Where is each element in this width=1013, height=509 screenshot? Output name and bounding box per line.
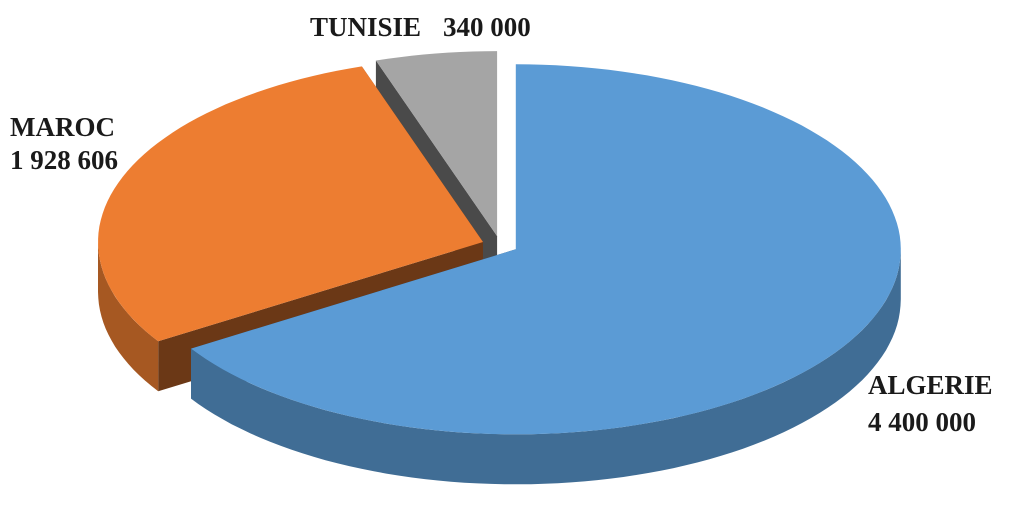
slice-top xyxy=(375,51,498,237)
slice-outer-side xyxy=(191,249,901,485)
slice-outer-side xyxy=(98,242,159,392)
slice-value-label: 1 928 606 xyxy=(10,145,118,175)
slice-label: ALGERIE xyxy=(868,370,993,400)
slice-top xyxy=(191,64,901,435)
slice xyxy=(191,64,901,485)
slice-label: TUNISIE xyxy=(310,12,421,42)
slice-value-label: 4 400 000 xyxy=(868,407,976,437)
slice-top xyxy=(98,66,483,342)
slice-value-label: 340 000 xyxy=(443,12,531,42)
slice-label: MAROC xyxy=(10,112,115,142)
